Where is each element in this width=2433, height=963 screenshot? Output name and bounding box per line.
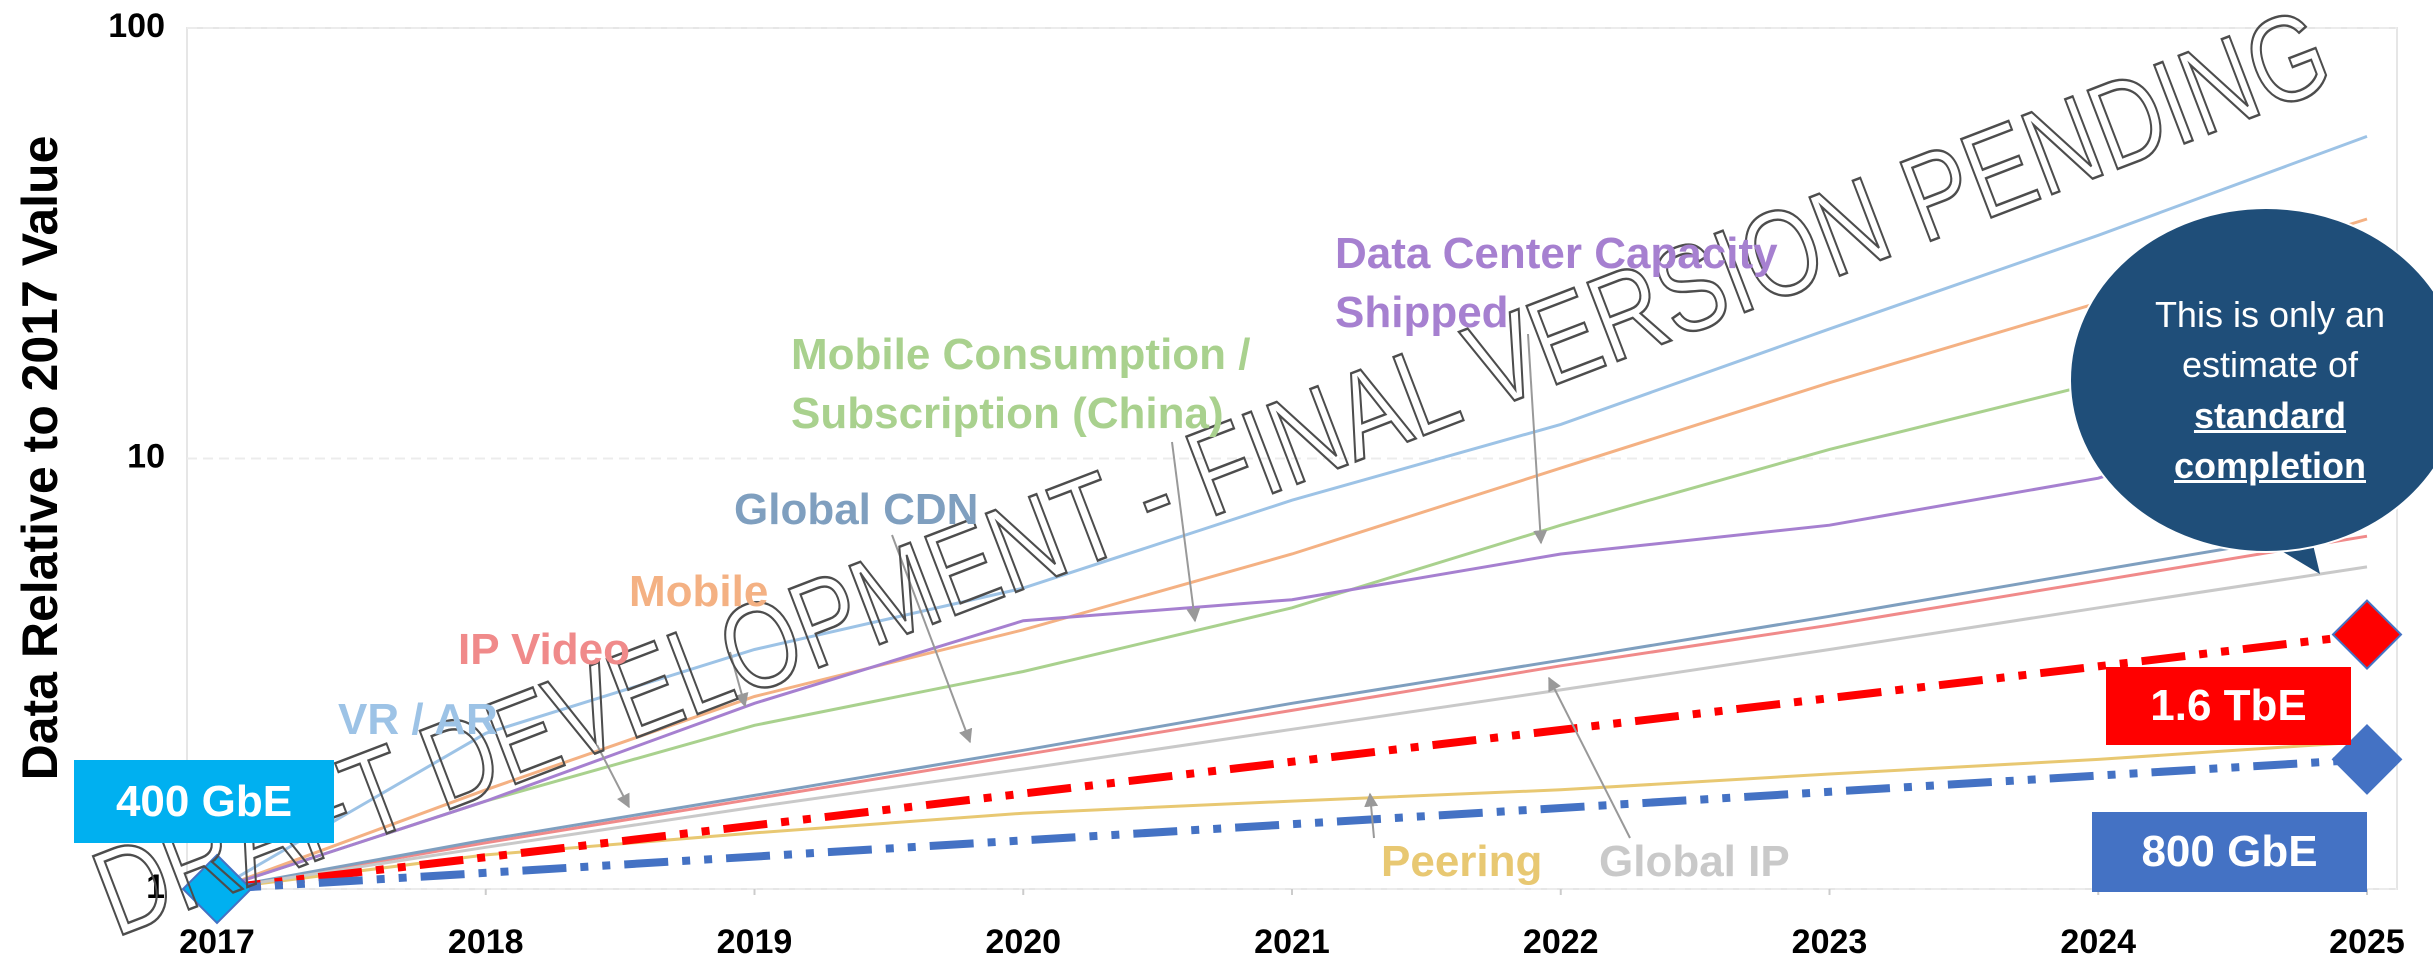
y-tick-label: 100: [108, 7, 165, 45]
series-label: Mobile: [629, 567, 769, 616]
series-line: [216, 534, 2368, 891]
series-label: Global CDN: [734, 485, 979, 534]
series-line: [216, 565, 2368, 891]
start-label-box: 400 GbE: [74, 760, 334, 843]
dashed-line: [216, 630, 2368, 893]
series-line: [216, 740, 2368, 891]
pointer-arrow: [596, 744, 630, 809]
callout-bubble: [2069, 207, 2433, 553]
pointer-arrow: [1548, 676, 1631, 839]
pointer-arrow: [729, 651, 749, 708]
x-tick-label: 2023: [1792, 923, 1868, 961]
callout-body: This is only an estimate of: [2154, 294, 2386, 386]
series-line: [216, 217, 2368, 891]
series-label: Data Center Capacity Shipped: [1335, 229, 1778, 338]
x-tick-label: 2019: [717, 923, 793, 961]
series-line: [216, 523, 2368, 891]
pointer-arrow: [1527, 333, 1548, 545]
callout-emphasis: standard completion: [2173, 394, 2366, 487]
series-label: VR / AR: [338, 695, 498, 744]
x-tick-label: 2022: [1523, 923, 1599, 961]
end-diamond: [2331, 599, 2403, 670]
series-label: Global IP: [1599, 837, 1790, 886]
x-tick-label: 2017: [179, 923, 255, 961]
pointer-arrow: [1364, 792, 1379, 839]
dashed-line: [216, 755, 2368, 893]
series-line: [216, 318, 2368, 891]
series-line: [216, 134, 2368, 891]
x-tick-label: 2020: [985, 923, 1061, 961]
y-tick-label: 10: [127, 437, 165, 475]
y-axis-title: Data Relative to 2017 Value: [12, 136, 68, 781]
pointer-arrow: [1171, 441, 1201, 623]
x-tick-label: 2018: [448, 923, 524, 961]
series-label: Mobile Consumption / Subscription (China…: [791, 330, 1251, 439]
x-tick-label: 2021: [1254, 923, 1330, 961]
series-label: IP Video: [458, 625, 631, 674]
y-tick-label: 1: [146, 868, 165, 906]
speed-label-box: 800 GbE: [2092, 812, 2367, 892]
series-label: Peering: [1381, 837, 1543, 886]
x-tick-label: 2025: [2329, 923, 2405, 961]
watermark: DRAFT DEVELOPMENT - FINAL VERSION PENDIN…: [76, 0, 2347, 962]
x-tick-label: 2024: [2060, 923, 2136, 961]
callout-text: This is only an estimate of standard com…: [2120, 290, 2420, 492]
series-line: [216, 394, 2368, 891]
start-diamond: [181, 853, 253, 925]
pointer-arrow: [891, 534, 973, 744]
speed-label-box: 1.6 TbE: [2106, 667, 2351, 745]
